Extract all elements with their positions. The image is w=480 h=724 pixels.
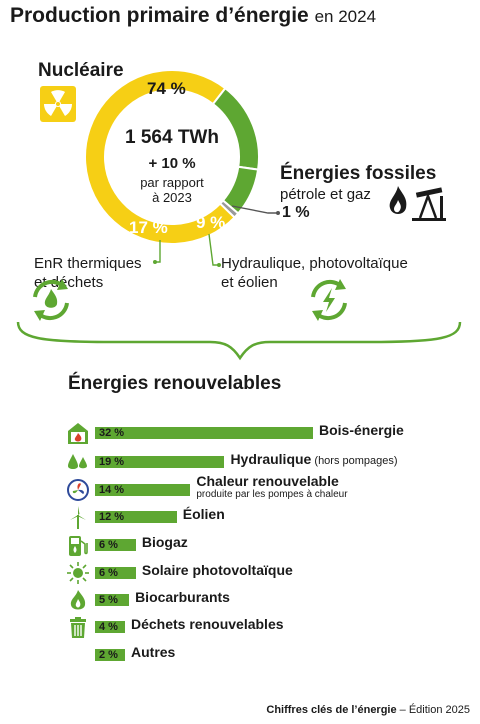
bar-biogaz: 6 % xyxy=(95,539,136,551)
footer-source: Chiffres clés de l’énergie xyxy=(266,704,397,716)
bar-row-bois: 32 % Bois-énergie xyxy=(0,421,480,445)
title-year: en 2024 xyxy=(314,7,377,26)
slice-label-hydro: 9 % xyxy=(196,213,226,232)
bar-value-label: 12 % xyxy=(99,511,125,523)
hydro-label-line1: Hydraulique, photovoltaïque xyxy=(221,255,408,272)
donut-slice-nuclear xyxy=(84,69,236,245)
bar-row-dechets: 4 % Déchets renouvelables xyxy=(0,615,480,639)
bar-row-biocarburants: 5 % Biocarburants xyxy=(0,588,480,612)
bar-category-label: Autres xyxy=(131,644,175,660)
biogas-pump-icon xyxy=(69,536,88,556)
slice-label-nuclear: 74 % xyxy=(147,79,186,98)
leader-enr-dot xyxy=(153,260,157,264)
bar-value-label: 2 % xyxy=(99,649,118,661)
bar-row-biogaz: 6 % Biogaz xyxy=(0,533,480,557)
center-note-line1: par rapport xyxy=(140,175,204,190)
hydro-label-line2: et éolien xyxy=(221,274,278,291)
bar-category-label: Hydraulique (hors pompages) xyxy=(230,451,397,467)
bar-category-text: Biogaz xyxy=(141,534,188,550)
bar-category-label: Solaire photovoltaïque xyxy=(142,562,293,578)
trash-icon xyxy=(70,617,86,638)
hydro-label: Hydraulique, photovoltaïque et éolien xyxy=(221,254,461,292)
bar-value-label: 4 % xyxy=(99,621,118,633)
bar-category-text: Bois-énergie xyxy=(319,422,404,438)
bar-category-label: Chaleur renouvelable xyxy=(196,473,338,489)
recycle-flame-icon xyxy=(33,279,69,321)
bar-category-text: Hydraulique xyxy=(230,451,312,467)
bar-row-solaire: 6 % Solaire photovoltaïque xyxy=(0,561,480,585)
bar-eolien: 12 % xyxy=(95,511,177,523)
bar-value-label: 6 % xyxy=(99,567,118,579)
bar-category-text: Éolien xyxy=(182,506,225,522)
bar-category-text: Solaire photovoltaïque xyxy=(141,562,293,578)
bar-category-label: Éolien xyxy=(183,506,225,522)
heat-pump-note: produite par les pompes à chaleur xyxy=(196,489,348,500)
enr-label: EnR thermiques et déchets xyxy=(34,254,174,292)
heat-pump-icon xyxy=(67,479,89,501)
bar-row-hydraulique: 19 % Hydraulique (hors pompages) xyxy=(0,450,480,474)
flame-icon xyxy=(70,590,86,610)
bar-chaleur: 14 % xyxy=(95,484,191,496)
bar-autres: 2 % xyxy=(95,649,125,661)
bar-row-eolien: 12 % Éolien xyxy=(0,505,480,529)
leader-fossil-dot xyxy=(276,211,280,215)
bar-value-label: 19 % xyxy=(99,456,125,468)
leader-hydro-dot xyxy=(217,263,221,267)
fossil-subtitle: pétrole et gaz xyxy=(280,186,371,203)
donut-slice-fossil xyxy=(218,199,240,219)
bar-value-label: 14 % xyxy=(99,484,125,496)
bar-category-label: Biocarburants xyxy=(135,589,230,605)
bar-row-chaleur: 14 % Chaleur renouvelable produite par les… xyxy=(0,473,480,502)
footer-edition: – Édition 2025 xyxy=(396,704,470,716)
bar-solaire: 6 % xyxy=(95,567,136,579)
bar-category-label: Biogaz xyxy=(142,534,188,550)
brace-connector xyxy=(16,321,462,361)
page-title: Production primaire d’énergie en 2024 xyxy=(10,4,376,28)
center-note-line2: à 2023 xyxy=(152,190,192,205)
enr-label-line1: EnR thermiques xyxy=(34,255,142,272)
center-change: + 10 % xyxy=(148,155,196,172)
fossil-title: Énergies fossiles xyxy=(280,163,437,184)
slice-label-enr: 17 % xyxy=(129,218,168,237)
bar-value-label: 32 % xyxy=(99,427,125,439)
bar-row-autres: 2 % Autres xyxy=(0,643,480,667)
slice-label-fossil: 1 % xyxy=(282,204,310,221)
hydro-note: (hors pompages) xyxy=(311,455,398,467)
leader-hydro xyxy=(208,233,219,266)
wind-turbine-icon xyxy=(70,506,86,529)
title-main: Production primaire d’énergie xyxy=(10,4,309,27)
bar-category-text: Chaleur renouvelable xyxy=(196,473,339,489)
donut-chart xyxy=(84,69,280,267)
bar-dechets: 4 % xyxy=(95,621,125,633)
bar-biocarburants: 5 % xyxy=(95,594,130,606)
leader-fossil xyxy=(231,205,278,214)
enr-label-line2: et déchets xyxy=(34,274,104,291)
bar-category-label: Déchets renouvelables xyxy=(131,616,284,632)
oil-pump-icon xyxy=(389,186,446,221)
center-change-note: par rapport à 2023 xyxy=(112,175,232,205)
source-footer: Chiffres clés de l’énergie – Édition 202… xyxy=(266,704,470,716)
bar-category-text: Déchets renouvelables xyxy=(131,616,284,632)
center-total-value: 1 564 TWh xyxy=(125,127,219,148)
bar-value-label: 6 % xyxy=(99,539,118,551)
bar-value-label: 5 % xyxy=(99,594,118,606)
water-drops-icon xyxy=(68,454,87,469)
renewables-title: Énergies renouvelables xyxy=(68,373,282,394)
bar-category-label: Bois-énergie xyxy=(319,422,404,438)
nuclear-icon xyxy=(40,86,76,122)
recycle-bolt-icon xyxy=(311,279,347,321)
bar-category-text: Autres xyxy=(131,644,176,660)
nuclear-label: Nucléaire xyxy=(38,60,124,81)
bar-bois: 32 % xyxy=(95,427,313,439)
sun-icon xyxy=(67,562,89,584)
wood-house-icon xyxy=(68,423,88,444)
bar-category-text: Biocarburants xyxy=(135,589,230,605)
bar-hydraulique: 19 % xyxy=(95,456,225,468)
